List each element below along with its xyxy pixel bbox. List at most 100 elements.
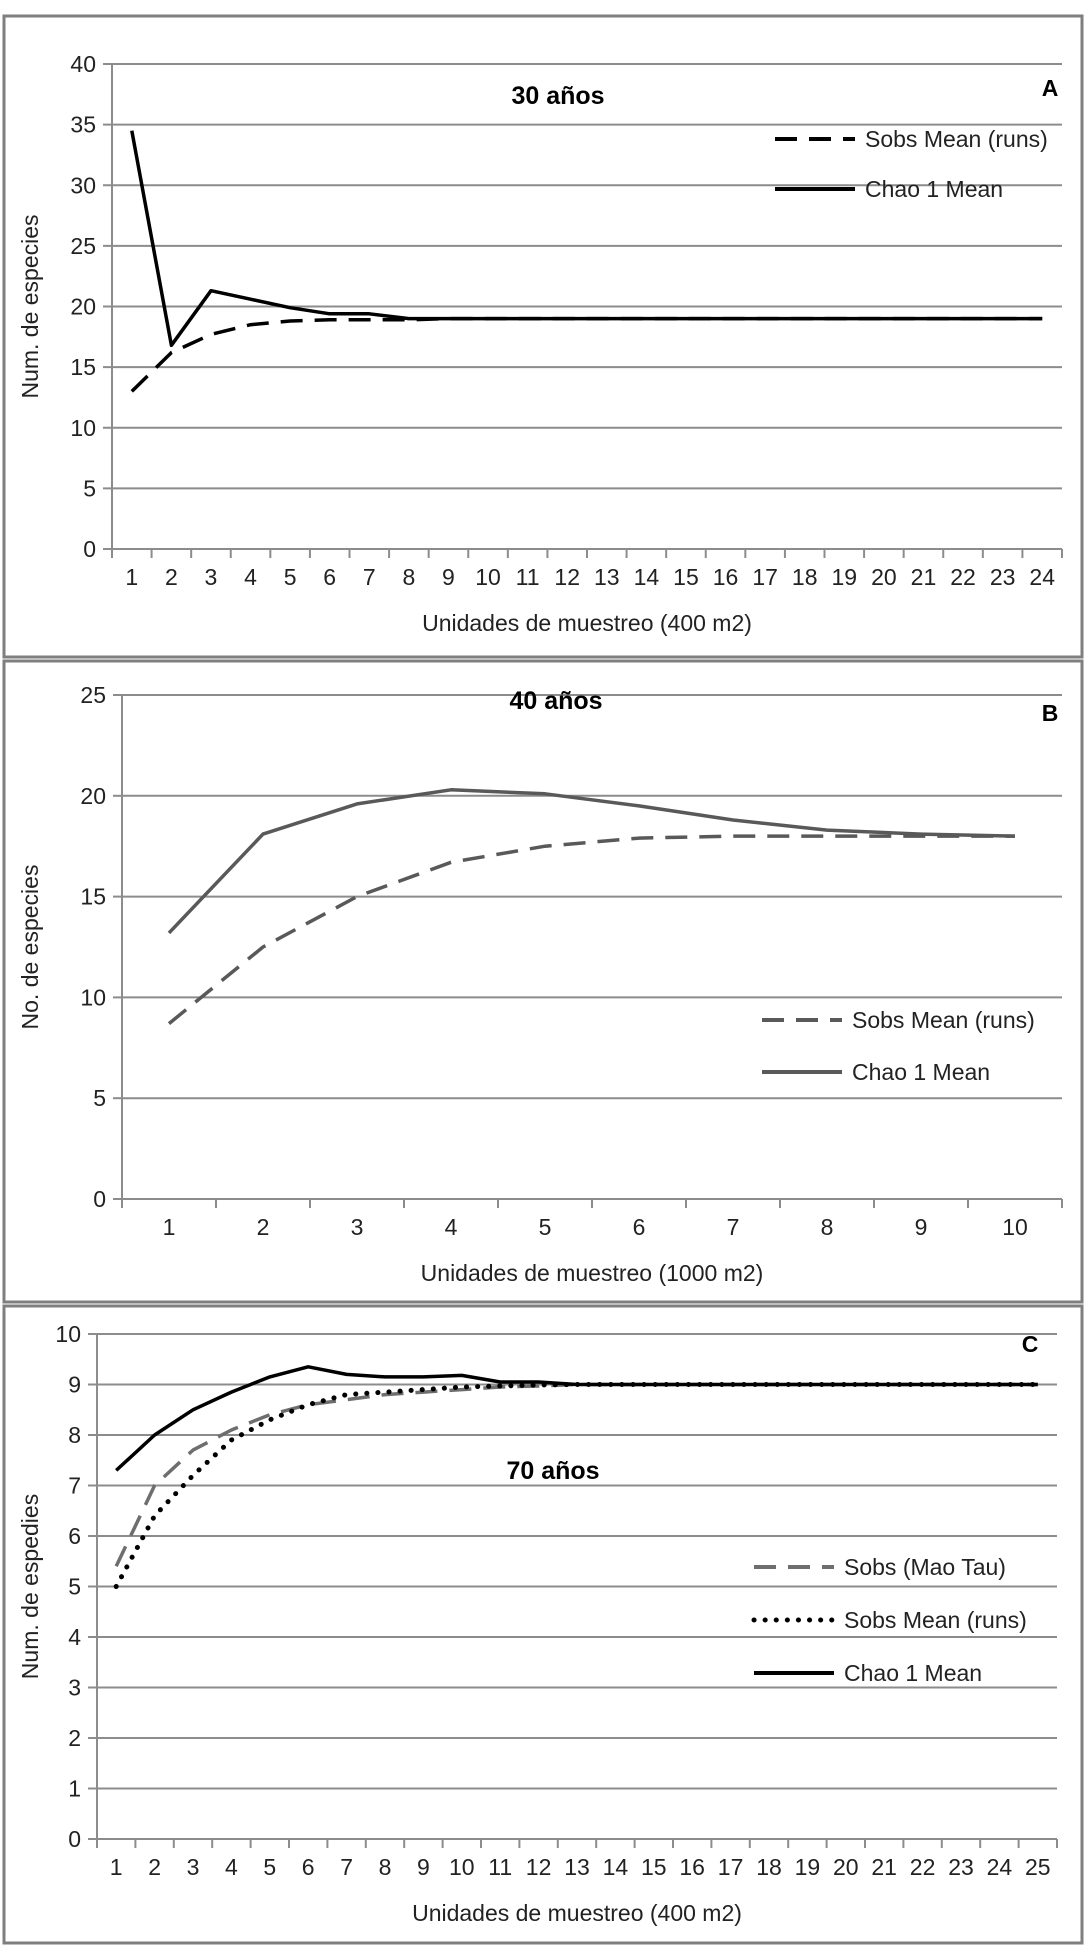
- x-tick-label: 12: [526, 1854, 552, 1880]
- x-tick-label: 10: [449, 1854, 475, 1880]
- chart-title: 70 años: [506, 1457, 599, 1485]
- series-sobs-mean-runs: [167, 834, 1015, 1025]
- series-chao-1-mean: [167, 788, 1016, 935]
- series-line: [167, 788, 1016, 935]
- x-tick-label: 6: [302, 1854, 315, 1880]
- x-tick-label: 18: [792, 564, 818, 590]
- x-tick-label: 13: [594, 564, 620, 590]
- y-tick-label: 5: [83, 475, 96, 501]
- x-tick-label: 19: [831, 564, 857, 590]
- x-tick-label: 21: [911, 564, 937, 590]
- legend: Sobs Mean (runs) Chao 1 Mean: [762, 1007, 1035, 1085]
- y-tick-label: 40: [70, 51, 96, 77]
- y-tick-label: 4: [68, 1624, 81, 1650]
- y-axis-label: Num. de espedies: [17, 1494, 43, 1679]
- panel-frame: [2, 14, 1084, 659]
- series-line: [115, 1365, 1038, 1472]
- x-tick-label: 3: [351, 1214, 364, 1240]
- y-axis-label: No. de especies: [17, 865, 43, 1030]
- series-line: [167, 834, 1015, 1025]
- x-tick-label: 17: [718, 1854, 744, 1880]
- legend-label: Chao 1 Mean: [852, 1059, 990, 1085]
- panel-letter: B: [1042, 700, 1059, 726]
- x-tick-label: 15: [673, 564, 699, 590]
- x-axis-label: Unidades de muestreo (1000 m2): [421, 1260, 764, 1286]
- legend: Sobs (Mao Tau) Sobs Mean (runs) Chao 1 Mea…: [751, 1554, 1027, 1686]
- y-tick-label: 5: [68, 1574, 81, 1600]
- x-tick-label: 20: [871, 564, 897, 590]
- series-chao-1-mean: [130, 130, 1043, 348]
- x-tick-label: 11: [488, 1854, 512, 1880]
- x-tick-label: 21: [871, 1854, 897, 1880]
- y-tick-label: 6: [68, 1523, 81, 1549]
- x-tick-label: 4: [445, 1214, 458, 1240]
- x-tick-label: 9: [417, 1854, 430, 1880]
- x-tick-label: 1: [163, 1214, 176, 1240]
- series-line: [130, 316, 1043, 393]
- y-tick-label: 25: [80, 682, 106, 708]
- y-tick-label: 15: [70, 354, 96, 380]
- y-tick-label: 25: [70, 233, 96, 259]
- series-sobs-mean-runs: [130, 316, 1043, 393]
- legend-label: Chao 1 Mean: [844, 1660, 982, 1686]
- y-tick-label: 10: [70, 415, 96, 441]
- x-tick-label: 24: [987, 1854, 1013, 1880]
- x-axis-label: Unidades de muestreo (400 m2): [422, 610, 752, 636]
- x-tick-label: 22: [950, 564, 976, 590]
- x-tick-label: 17: [752, 564, 778, 590]
- x-tick-label: 14: [603, 1854, 629, 1880]
- legend-label: Sobs Mean (runs): [865, 126, 1048, 152]
- x-tick-label: 5: [539, 1214, 552, 1240]
- x-tick-label: 7: [363, 564, 376, 590]
- x-tick-label: 6: [633, 1214, 646, 1240]
- y-tick-label: 5: [93, 1085, 106, 1111]
- x-tick-label: 24: [1029, 564, 1055, 590]
- legend-label: Sobs Mean (runs): [844, 1607, 1027, 1633]
- x-axis-label: Unidades de muestreo (400 m2): [412, 1900, 742, 1926]
- x-tick-label: 5: [284, 564, 297, 590]
- x-tick-label: 1: [110, 1854, 123, 1880]
- y-tick-label: 0: [68, 1826, 81, 1852]
- x-tick-label: 2: [165, 564, 178, 590]
- x-tick-label: 2: [148, 1854, 161, 1880]
- x-tick-label: 9: [442, 564, 455, 590]
- x-tick-label: 6: [323, 564, 336, 590]
- x-tick-label: 3: [187, 1854, 200, 1880]
- legend-label: Chao 1 Mean: [865, 176, 1003, 202]
- x-tick-label: 13: [564, 1854, 590, 1880]
- y-tick-label: 1: [68, 1776, 81, 1802]
- x-tick-label: 19: [795, 1854, 821, 1880]
- y-axis-label: Num. de especies: [17, 214, 43, 398]
- y-tick-label: 30: [70, 172, 96, 198]
- x-tick-label: 15: [641, 1854, 667, 1880]
- y-tick-label: 0: [83, 536, 96, 562]
- series-line: [130, 130, 1043, 348]
- y-tick-label: 15: [80, 884, 106, 910]
- x-tick-label: 8: [379, 1854, 392, 1880]
- chart-title: 40 años: [509, 687, 602, 715]
- y-tick-label: 2: [68, 1725, 81, 1751]
- y-tick-label: 20: [80, 783, 106, 809]
- chart-panel-b: 0 5 10 15 20 25 1 2 3 4 5 6 7 8 9 10 Unidades de muestre…: [2, 659, 1084, 1304]
- x-tick-label: 10: [475, 564, 501, 590]
- legend-label: Sobs (Mao Tau): [844, 1554, 1006, 1580]
- x-tick-label: 14: [634, 564, 660, 590]
- x-tick-label: 8: [402, 564, 415, 590]
- x-tick-label: 4: [225, 1854, 238, 1880]
- x-tick-label: 9: [915, 1214, 928, 1240]
- y-tick-label: 9: [68, 1372, 81, 1398]
- y-tick-label: 3: [68, 1675, 81, 1701]
- x-tick-label: 16: [679, 1854, 705, 1880]
- y-tick-label: 10: [80, 984, 106, 1010]
- panel-letter: C: [1022, 1331, 1039, 1357]
- y-tick-label: 20: [70, 294, 96, 320]
- x-tick-label: 8: [821, 1214, 834, 1240]
- x-tick-label: 23: [948, 1854, 974, 1880]
- series-chao-1-mean: [115, 1365, 1038, 1472]
- x-tick-label: 7: [727, 1214, 740, 1240]
- x-tick-label: 11: [516, 564, 540, 590]
- x-tick-label: 4: [244, 564, 257, 590]
- legend: Sobs Mean (runs) Chao 1 Mean: [775, 126, 1048, 202]
